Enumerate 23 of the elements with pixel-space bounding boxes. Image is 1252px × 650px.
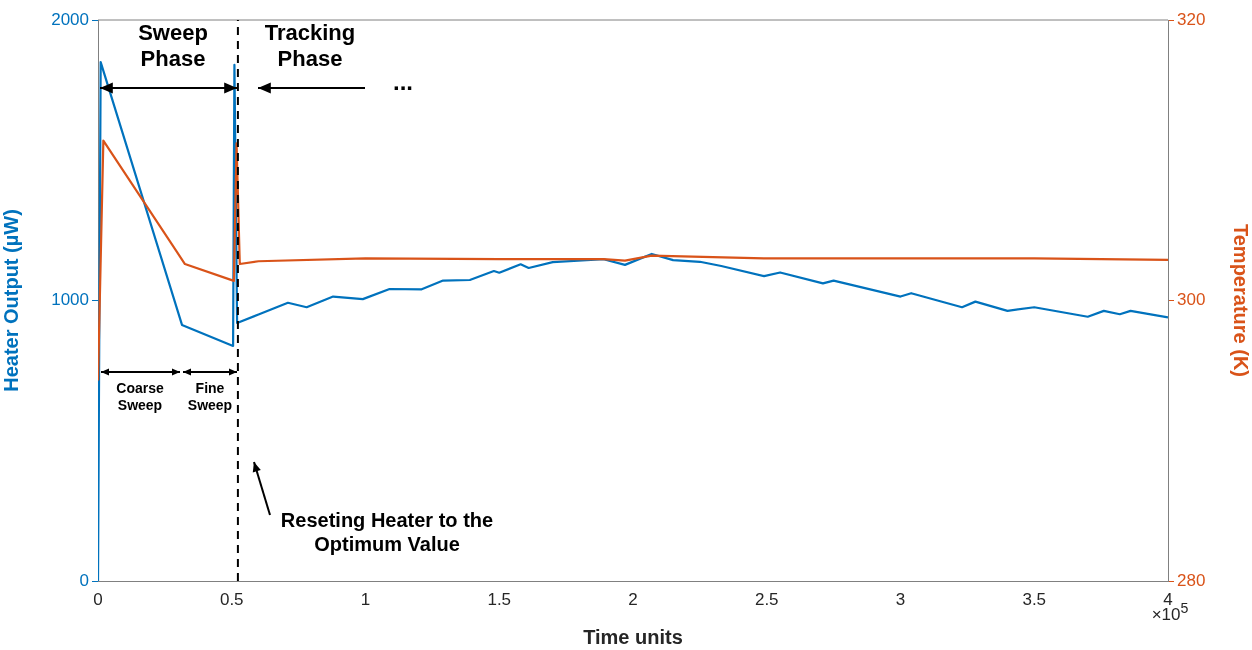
y2-tick-label: 320: [1177, 9, 1206, 29]
y-tick-label: 0: [79, 570, 89, 590]
y2-tick-label: 280: [1177, 570, 1206, 590]
x-axis-title: Time units: [583, 625, 683, 648]
x-tick-label: 3.5: [1022, 589, 1047, 609]
y-tick-label: 1000: [51, 290, 89, 310]
y2-axis-title: Temperature (K): [1230, 224, 1252, 377]
x-tick-label: 1.5: [487, 589, 512, 609]
annotation: ...: [392, 68, 414, 97]
x-tick-label: 2: [628, 589, 638, 609]
x-tick-label: 0.5: [219, 589, 244, 609]
y2-tick-label: 300: [1177, 290, 1206, 310]
annotation: Tracking Phase: [263, 20, 357, 73]
x-tick-label: 2.5: [754, 589, 779, 609]
annotation: Coarse Sweep: [115, 380, 165, 414]
x-tick-label: 1: [360, 589, 371, 609]
x-tick-label: 0: [93, 589, 103, 609]
annotation: Fine Sweep: [186, 380, 234, 414]
y-axis-title: Heater Output (µW): [0, 209, 22, 392]
annotation: Sweep Phase: [137, 20, 209, 73]
x-tick-label: 3: [895, 589, 906, 609]
annotation: Reseting Heater to the Optimum Value: [279, 508, 495, 556]
y-tick-label: 2000: [51, 9, 89, 29]
